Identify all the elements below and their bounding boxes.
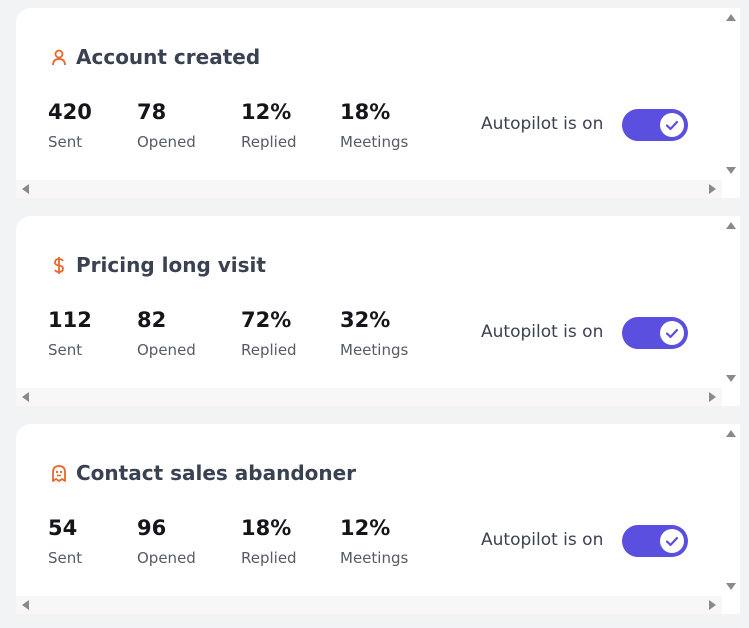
stat-label: Replied bbox=[241, 341, 297, 359]
stat-value: 78 bbox=[137, 100, 167, 124]
stat-value: 12% bbox=[241, 100, 292, 124]
stat-label: Sent bbox=[48, 341, 83, 359]
stat-value: 112 bbox=[48, 308, 92, 332]
stat-value: 96 bbox=[137, 516, 167, 540]
stat-value: 72% bbox=[241, 308, 292, 332]
card: Contact sales abandoner 54 Sent 96 Opened 18%… bbox=[16, 424, 740, 614]
vertical-scrollbar bbox=[722, 216, 740, 406]
stat-value: 32% bbox=[340, 308, 391, 332]
card: Account created 420 Sent 78 Opened 12% Replied… bbox=[16, 8, 740, 198]
card-icon bbox=[50, 464, 68, 487]
card-title: Contact sales abandoner bbox=[76, 461, 357, 485]
stat-value: 18% bbox=[340, 100, 391, 124]
horizontal-scrollbar bbox=[16, 180, 722, 198]
autopilot-label: Autopilot is on bbox=[481, 114, 604, 134]
icon bbox=[52, 49, 66, 66]
scroll-arrows bbox=[726, 430, 736, 590]
stat-label: Meetings bbox=[340, 549, 409, 567]
check bbox=[665, 536, 679, 547]
card-icon bbox=[50, 48, 68, 71]
stat-label: Replied bbox=[241, 549, 297, 567]
horizontal-scrollbar bbox=[16, 596, 722, 614]
autopilot-toggle[interactable] bbox=[622, 525, 688, 557]
autopilot-toggle[interactable] bbox=[622, 109, 688, 141]
stat-value: 420 bbox=[48, 100, 92, 124]
stat-value: 12% bbox=[340, 516, 391, 540]
stat-label: Opened bbox=[137, 133, 196, 151]
toggle-knob bbox=[660, 113, 684, 137]
stat-label: Replied bbox=[241, 133, 297, 151]
check bbox=[665, 328, 679, 339]
autopilot-label: Autopilot is on bbox=[481, 322, 604, 342]
toggle-knob bbox=[660, 529, 684, 553]
card-title: Pricing long visit bbox=[76, 253, 266, 277]
card: Pricing long visit 112 Sent 82 Opened 72% Repl… bbox=[16, 216, 740, 406]
stat-value: 54 bbox=[48, 516, 78, 540]
icon bbox=[54, 257, 64, 274]
stat-label: Meetings bbox=[340, 133, 409, 151]
toggle-knob bbox=[660, 321, 684, 345]
card-icon bbox=[50, 256, 68, 279]
icon bbox=[52, 465, 66, 482]
check bbox=[665, 120, 679, 131]
stat-label: Opened bbox=[137, 341, 196, 359]
horizontal-scrollbar bbox=[16, 388, 722, 406]
stat-label: Meetings bbox=[340, 341, 409, 359]
stat-label: Opened bbox=[137, 549, 196, 567]
stat-label: Sent bbox=[48, 133, 83, 151]
scroll-arrows bbox=[22, 600, 716, 610]
autopilot-label: Autopilot is on bbox=[481, 530, 604, 550]
card-title: Account created bbox=[76, 45, 261, 69]
autopilot-toggle[interactable] bbox=[622, 317, 688, 349]
scroll-arrows bbox=[22, 184, 716, 194]
stat-value: 82 bbox=[137, 308, 167, 332]
vertical-scrollbar bbox=[722, 8, 740, 198]
stat-value: 18% bbox=[241, 516, 292, 540]
vertical-scrollbar bbox=[722, 424, 740, 614]
scroll-arrows bbox=[726, 14, 736, 174]
stat-label: Sent bbox=[48, 549, 83, 567]
scroll-arrows bbox=[726, 222, 736, 382]
scroll-arrows bbox=[22, 392, 716, 402]
